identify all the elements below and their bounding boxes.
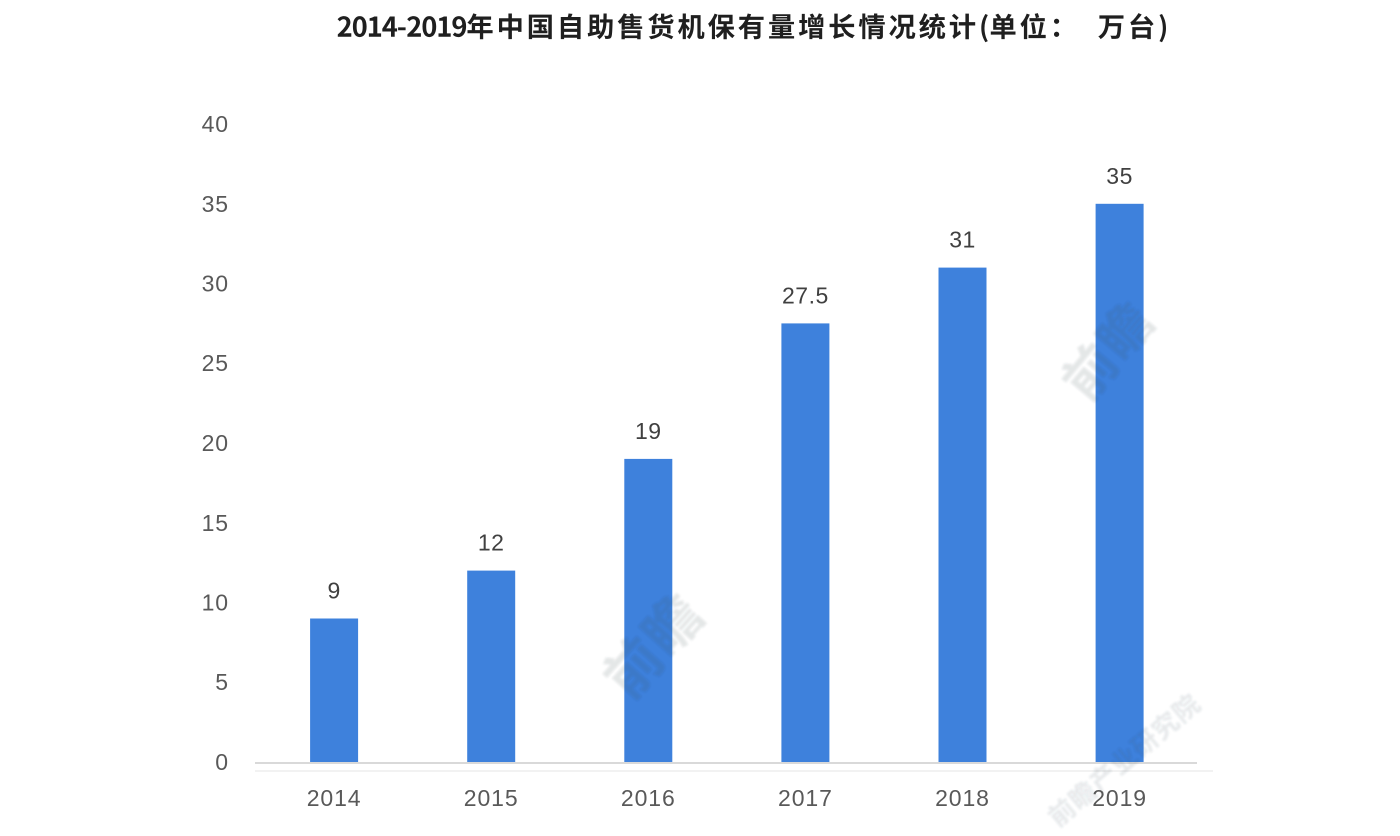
- svg-text:25: 25: [202, 350, 229, 376]
- svg-text:9: 9: [327, 578, 340, 604]
- svg-text:35: 35: [1106, 163, 1133, 189]
- svg-text:2015: 2015: [464, 785, 519, 811]
- svg-text:12: 12: [478, 530, 505, 556]
- svg-text:2016: 2016: [621, 785, 676, 811]
- svg-text:30: 30: [202, 271, 229, 297]
- svg-text:31: 31: [949, 227, 976, 253]
- svg-text:0: 0: [215, 749, 229, 775]
- svg-text:27.5: 27.5: [782, 282, 829, 308]
- svg-text:10: 10: [202, 590, 229, 616]
- svg-text:15: 15: [202, 510, 229, 536]
- svg-text:40: 40: [202, 111, 229, 137]
- svg-text:2019: 2019: [1092, 785, 1147, 811]
- svg-text:2014: 2014: [307, 785, 362, 811]
- svg-text:19: 19: [635, 418, 662, 444]
- svg-text:2018: 2018: [935, 785, 990, 811]
- svg-text:5: 5: [215, 669, 229, 695]
- svg-text:35: 35: [202, 191, 229, 217]
- svg-text:20: 20: [202, 430, 229, 456]
- svg-text:2017: 2017: [778, 785, 833, 811]
